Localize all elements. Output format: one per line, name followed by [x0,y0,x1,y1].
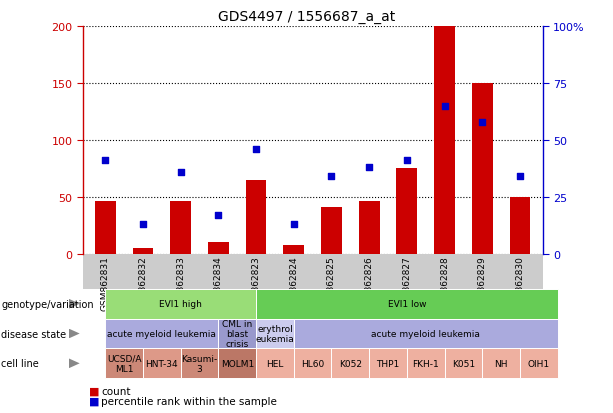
Bar [132,248,153,254]
Text: erythrol
eukemia: erythrol eukemia [256,324,294,343]
Bar [321,207,342,254]
Text: NH: NH [494,359,508,368]
Point [101,157,110,164]
Point [402,157,412,164]
Polygon shape [69,299,80,309]
Polygon shape [69,358,80,368]
Text: FKH-1: FKH-1 [413,359,439,368]
Text: cell line: cell line [1,358,39,368]
Polygon shape [69,329,80,339]
Bar [170,202,191,254]
Bar [434,27,455,254]
Text: acute myeloid leukemia: acute myeloid leukemia [371,329,480,338]
Bar [397,169,417,254]
Point [478,119,487,126]
Text: EVI1 high: EVI1 high [159,299,202,309]
Text: Kasumi-
3: Kasumi- 3 [181,354,218,373]
Bar [83,254,543,413]
Text: count: count [101,386,131,396]
Point [138,221,148,228]
Bar [359,202,379,254]
Text: disease state: disease state [1,329,66,339]
Text: ■: ■ [89,386,99,396]
Text: K051: K051 [452,359,475,368]
Point [364,164,374,171]
Bar [208,243,229,254]
Bar [509,197,530,254]
Point [327,173,337,180]
Text: genotype/variation: genotype/variation [1,299,94,309]
Point [251,146,261,153]
Text: MOLM1: MOLM1 [221,359,254,368]
Point [515,173,525,180]
Text: GDS4497 / 1556687_a_at: GDS4497 / 1556687_a_at [218,10,395,24]
Point [176,169,186,176]
Bar [283,245,304,254]
Bar [95,202,116,254]
Text: percentile rank within the sample: percentile rank within the sample [101,396,277,406]
Text: K052: K052 [339,359,362,368]
Text: EVI1 low: EVI1 low [387,299,426,309]
Point [440,103,449,109]
Text: UCSD/A
ML1: UCSD/A ML1 [107,354,142,373]
Text: HEL: HEL [266,359,284,368]
Text: OIH1: OIH1 [528,359,550,368]
Bar [472,83,493,254]
Text: CML in
blast
crisis: CML in blast crisis [222,319,253,349]
Text: HNT-34: HNT-34 [145,359,178,368]
Bar [246,180,267,254]
Point [289,221,299,228]
Text: ■: ■ [89,396,99,406]
Text: THP1: THP1 [376,359,400,368]
Text: HL60: HL60 [301,359,324,368]
Point [213,212,223,219]
Text: acute myeloid leukemia: acute myeloid leukemia [107,329,216,338]
